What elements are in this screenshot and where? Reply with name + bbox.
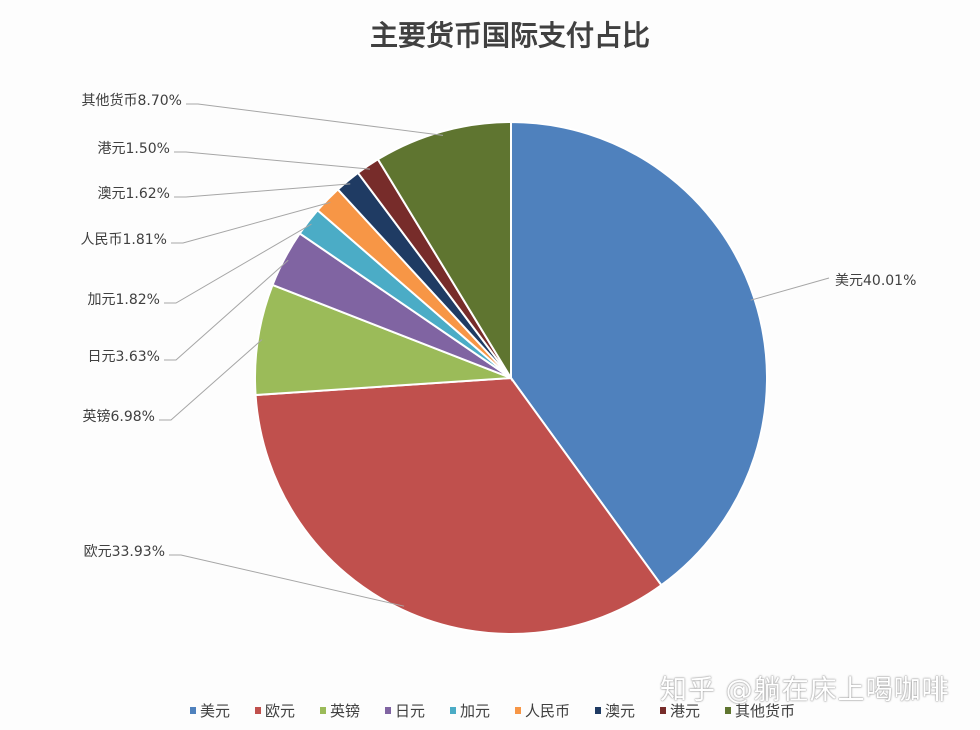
legend-item-6: 澳元 — [595, 702, 635, 720]
leader-line-4 — [164, 223, 312, 304]
data-label-2: 英镑6.98% — [83, 408, 155, 425]
legend-label: 日元 — [395, 702, 425, 720]
legend-swatch — [725, 707, 731, 714]
legend-label: 港元 — [670, 702, 700, 720]
pie-slice-1 — [254, 376, 663, 635]
legend-label: 美元 — [200, 702, 230, 720]
pie-slice-2 — [254, 283, 512, 397]
data-label-0: 美元40.01% — [835, 273, 916, 289]
legend-swatch — [320, 707, 326, 714]
data-label-4: 加元1.82% — [88, 292, 160, 308]
leader-line-8 — [186, 103, 444, 136]
leader-line-7 — [174, 151, 371, 170]
legend-label: 加元 — [460, 702, 490, 720]
legend-item-3: 日元 — [385, 702, 425, 720]
leader-line-0 — [750, 277, 830, 301]
legend-item-1: 欧元 — [255, 702, 295, 720]
watermark: 知乎 @躺在床上喝咖啡 — [660, 675, 950, 706]
pie-slice-8 — [376, 120, 512, 382]
legend-swatch — [515, 707, 521, 714]
legend-swatch — [595, 707, 601, 714]
legend-item-5: 人民币 — [515, 702, 570, 720]
data-label-1: 欧元33.93% — [84, 544, 165, 560]
legend-label: 英镑 — [330, 702, 360, 720]
leader-line-3 — [164, 259, 289, 361]
legend-item-7: 港元 — [660, 702, 700, 720]
legend-label: 其他货币 — [735, 702, 795, 720]
leader-line-1 — [169, 554, 405, 607]
data-label-7: 港元1.50% — [98, 141, 170, 157]
legend-item-2: 英镑 — [320, 702, 360, 720]
legend-swatch — [660, 707, 666, 714]
legend-item-4: 加元 — [450, 702, 490, 720]
data-label-8: 其他货币8.70% — [82, 92, 182, 109]
legend-label: 欧元 — [265, 702, 295, 720]
legend-label: 人民币 — [525, 702, 570, 720]
legend-item-0: 美元 — [190, 702, 230, 720]
data-label-6: 澳元1.62% — [98, 186, 170, 202]
legend-swatch — [385, 707, 391, 714]
legend-item-8: 其他货币 — [725, 702, 795, 720]
leader-line-5 — [171, 201, 331, 244]
legend-swatch — [255, 707, 261, 714]
data-label-5: 人民币1.81% — [81, 232, 167, 248]
legend-label: 澳元 — [605, 702, 635, 720]
chart-title: 主要货币国际支付占比 — [369, 19, 650, 52]
leader-line-6 — [174, 183, 351, 198]
legend-swatch — [450, 707, 456, 714]
legend-swatch — [190, 707, 196, 714]
data-label-3: 日元3.63% — [88, 349, 160, 365]
leader-line-2 — [159, 339, 263, 421]
